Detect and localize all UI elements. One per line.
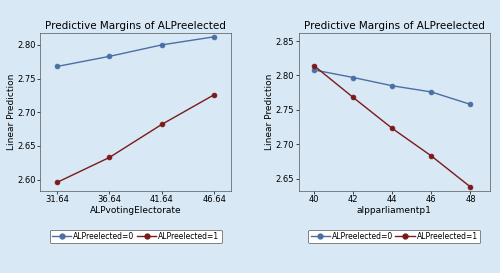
ALPreelected=1	[159, 123, 165, 126]
Legend: ALPreelected=0, ALPreelected=1: ALPreelected=0, ALPreelected=1	[308, 230, 480, 243]
ALPreelected=0	[390, 84, 396, 87]
ALPreelected=1	[350, 96, 356, 99]
Title: Predictive Margins of ALPreelected: Predictive Margins of ALPreelected	[304, 20, 484, 31]
Line: ALPreelected=1: ALPreelected=1	[54, 92, 216, 185]
ALPreelected=1	[390, 127, 396, 130]
Line: ALPreelected=0: ALPreelected=0	[312, 67, 473, 107]
ALPreelected=1	[468, 185, 473, 189]
ALPreelected=0	[54, 65, 60, 68]
X-axis label: alpparliamentp1: alpparliamentp1	[357, 206, 432, 215]
Y-axis label: Linear Prediction: Linear Prediction	[7, 74, 16, 150]
ALPreelected=0	[211, 35, 217, 38]
Line: ALPreelected=1: ALPreelected=1	[312, 63, 473, 189]
ALPreelected=0	[311, 68, 317, 72]
Title: Predictive Margins of ALPreelected: Predictive Margins of ALPreelected	[46, 20, 226, 31]
ALPreelected=1	[311, 64, 317, 67]
ALPreelected=1	[428, 154, 434, 158]
X-axis label: ALPvotingElectorate: ALPvotingElectorate	[90, 206, 182, 215]
Legend: ALPreelected=0, ALPreelected=1: ALPreelected=0, ALPreelected=1	[50, 230, 222, 243]
ALPreelected=0	[159, 43, 165, 46]
ALPreelected=0	[350, 76, 356, 79]
ALPreelected=0	[106, 55, 112, 58]
ALPreelected=0	[428, 90, 434, 94]
Y-axis label: Linear Prediction: Linear Prediction	[266, 74, 274, 150]
Line: ALPreelected=0: ALPreelected=0	[54, 34, 216, 69]
ALPreelected=1	[106, 156, 112, 159]
ALPreelected=1	[211, 93, 217, 96]
ALPreelected=1	[54, 181, 60, 184]
ALPreelected=0	[468, 103, 473, 106]
